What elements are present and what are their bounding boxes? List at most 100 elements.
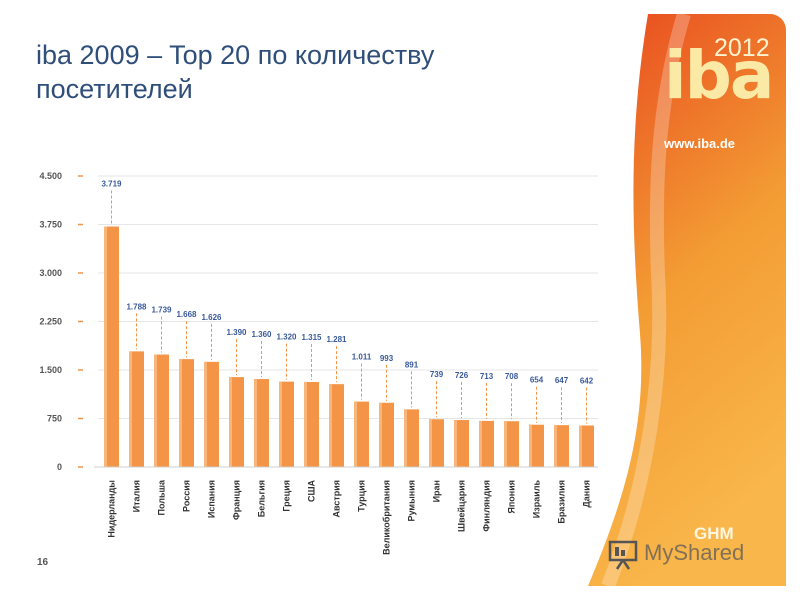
x-tick-label: Великобритания [382, 480, 392, 555]
bar-highlight [529, 424, 532, 467]
bar-highlight [454, 420, 457, 467]
bar [454, 420, 469, 467]
x-tick-label: Турция [357, 480, 367, 512]
bar-highlight [154, 354, 157, 467]
data-label: 1.626 [201, 313, 222, 322]
bar-highlight [129, 351, 132, 467]
bar-highlight [229, 377, 232, 467]
x-tick-label: Нидерланды [107, 480, 117, 538]
bar-highlight [279, 381, 282, 467]
bar-highlight [404, 409, 407, 467]
ghm-logo: GHM [694, 524, 734, 543]
data-label: 1.739 [151, 306, 172, 315]
bar-highlight [104, 226, 107, 467]
bar-highlight [554, 425, 557, 467]
logo-year: 2012 [714, 34, 770, 62]
y-tick-label: 3.750 [39, 220, 62, 230]
bar-highlight [504, 421, 507, 467]
data-label: 3.719 [101, 180, 122, 189]
bar [129, 351, 144, 467]
data-label: 993 [380, 354, 394, 363]
bar-highlight [254, 379, 257, 467]
y-tick-label: 0 [57, 462, 62, 472]
data-label: 1.011 [352, 353, 372, 362]
x-tick-label: Италия [132, 480, 142, 512]
bar-highlight [429, 419, 432, 467]
data-label: 1.360 [251, 330, 272, 339]
bar [279, 381, 294, 467]
website-link[interactable]: www.iba.de [664, 136, 736, 151]
y-tick-label: 2.250 [39, 317, 62, 327]
bar [504, 421, 519, 467]
bar [179, 359, 194, 467]
bar [304, 381, 319, 467]
bar [529, 424, 544, 467]
bar [554, 425, 569, 467]
data-label: 726 [455, 371, 469, 380]
data-label: 1.315 [301, 333, 322, 342]
data-label: 739 [430, 370, 444, 379]
data-label: 1.281 [326, 335, 347, 344]
page-number: 16 [37, 557, 49, 568]
y-tick-label: 750 [47, 414, 62, 424]
x-tick-label: Дания [582, 480, 592, 508]
x-tick-label: Израиль [532, 480, 542, 519]
x-tick-label: Испания [207, 480, 217, 518]
slide-title: iba 2009 – Top 20 по количеству посетите… [36, 38, 596, 106]
data-label: 708 [505, 372, 519, 381]
watermark-text: MyShared [644, 540, 745, 565]
bar-highlight [354, 401, 357, 467]
y-tick-label: 4.500 [39, 171, 62, 181]
title-line-1: iba 2009 – Top 20 по количеству [36, 40, 435, 70]
x-tick-label: Греция [282, 480, 292, 512]
y-tick-label: 1.500 [39, 365, 62, 375]
x-tick-label: Россия [182, 480, 192, 512]
data-label: 1.668 [176, 310, 197, 319]
bar [579, 425, 594, 467]
data-label: 891 [405, 360, 419, 369]
data-label: 713 [480, 372, 494, 381]
x-tick-label: Бельгия [257, 480, 267, 517]
watermark [606, 536, 786, 572]
title-line-2: посетителей [36, 74, 193, 104]
brand-gradient-shape [588, 14, 786, 586]
bar [479, 420, 494, 467]
x-tick-label: Франция [232, 480, 242, 520]
iba-logo: iba [664, 37, 774, 114]
bar [204, 361, 219, 467]
x-tick-label: Швейцария [457, 480, 467, 532]
x-tick-label: Япония [507, 480, 517, 514]
bar-highlight [179, 359, 182, 467]
bar [404, 409, 419, 467]
bar [429, 419, 444, 467]
data-label: 1.390 [226, 328, 247, 337]
bar-highlight [379, 402, 382, 467]
x-tick-label: Австрия [332, 480, 342, 518]
data-label: 654 [530, 376, 544, 385]
bar [104, 226, 119, 467]
y-tick-label: 3.000 [39, 268, 62, 278]
bar [329, 384, 344, 467]
presentation-icon [608, 540, 638, 570]
data-label: 1.320 [276, 333, 297, 342]
data-label: 1.788 [126, 302, 147, 311]
bar [254, 379, 269, 467]
x-tick-label: Польша [157, 479, 167, 515]
bar [229, 377, 244, 467]
x-tick-label: Иран [432, 480, 442, 502]
brand-panel [588, 14, 786, 586]
data-label: 647 [555, 376, 569, 385]
x-tick-label: Румыния [407, 480, 417, 521]
x-tick-label: Финляндия [482, 480, 492, 532]
bar [154, 354, 169, 467]
bar-highlight [329, 384, 332, 467]
bar [379, 402, 394, 467]
x-tick-label: США [307, 480, 317, 503]
bar-highlight [304, 381, 307, 467]
bar-highlight [579, 425, 582, 467]
bar-highlight [204, 361, 207, 467]
data-label: 642 [580, 376, 594, 385]
bar-highlight [479, 420, 482, 467]
bar [354, 401, 369, 467]
